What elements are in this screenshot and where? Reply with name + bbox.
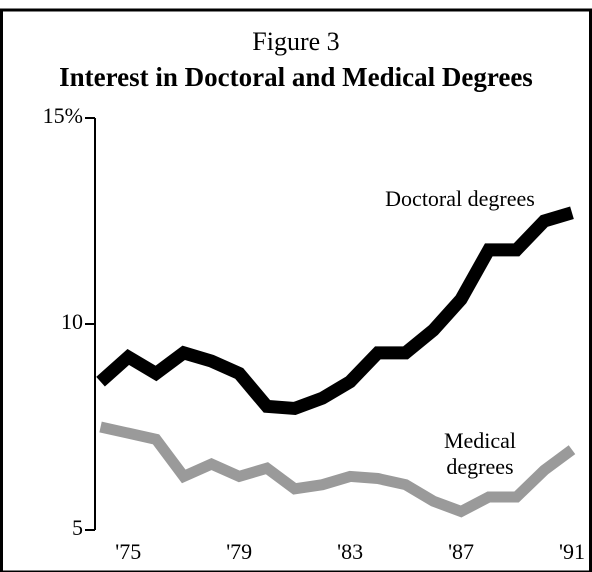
chart-subtitle: Interest in Doctoral and Medical Degrees	[59, 62, 533, 92]
x-tick-label: '75	[115, 539, 141, 564]
x-tick-label: '83	[337, 539, 363, 564]
x-tick-label: '79	[226, 539, 252, 564]
series-label: Medical degrees	[443, 428, 517, 479]
y-tick-label: 10	[61, 309, 83, 334]
series-line	[96, 206, 574, 416]
y-tick-label: 15%	[43, 103, 83, 128]
x-tick-label: '87	[448, 539, 474, 564]
chart-title: Figure 3	[252, 27, 339, 56]
frame	[0, 8, 592, 572]
series-line	[99, 421, 576, 518]
x-tick-label: '91	[559, 539, 585, 564]
series-label: Doctoral degrees	[385, 186, 535, 211]
y-tick-label: 5	[72, 515, 83, 540]
